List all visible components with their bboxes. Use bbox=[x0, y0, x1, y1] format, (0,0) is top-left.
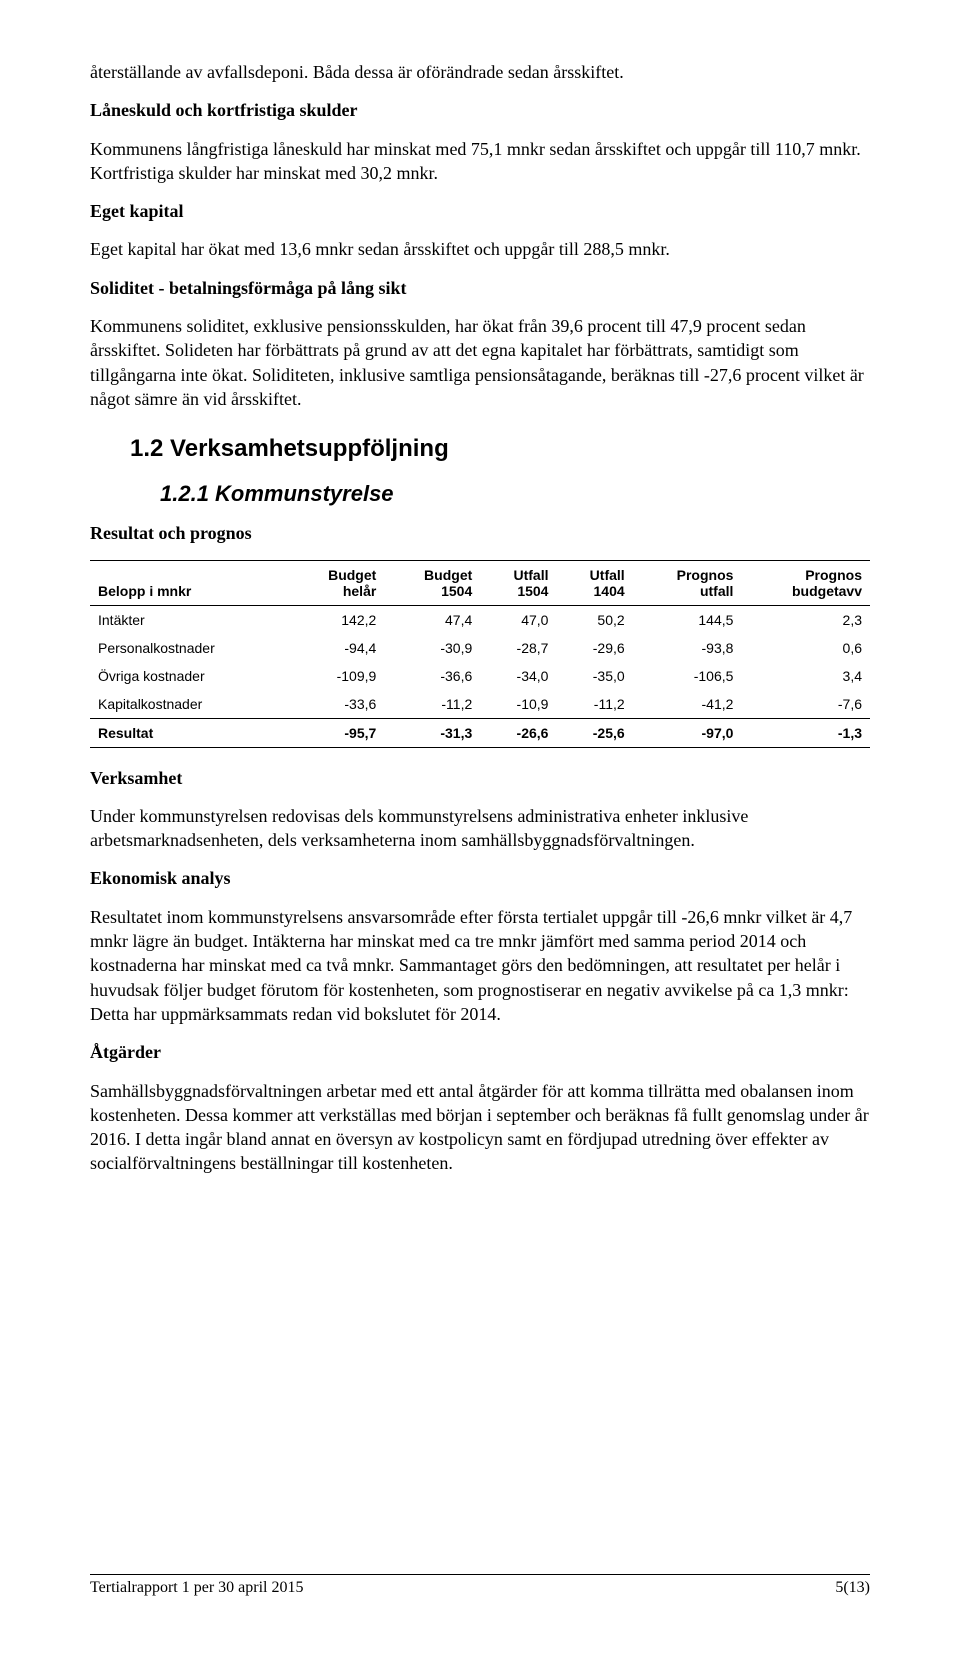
table-cell: Intäkter bbox=[90, 605, 288, 634]
table-cell: 2,3 bbox=[741, 605, 870, 634]
heading-soliditet: Soliditet - betalningsförmåga på lång si… bbox=[90, 276, 870, 300]
section-1-2: 1.2 Verksamhetsuppföljning bbox=[130, 435, 870, 463]
table-header-cell: Belopp i mnkr bbox=[90, 560, 288, 605]
table-cell: -7,6 bbox=[741, 690, 870, 719]
table-row: Resultat-95,7-31,3-26,6-25,6-97,0-1,3 bbox=[90, 718, 870, 747]
table-cell: -106,5 bbox=[633, 662, 742, 690]
table-cell: -93,8 bbox=[633, 634, 742, 662]
heading-resultat-prognos: Resultat och prognos bbox=[90, 521, 870, 545]
table-cell: -97,0 bbox=[633, 718, 742, 747]
table-cell: -35,0 bbox=[556, 662, 632, 690]
page: återställande av avfallsdeponi. Båda des… bbox=[0, 0, 960, 1657]
table-cell: -25,6 bbox=[556, 718, 632, 747]
paragraph: Eget kapital har ökat med 13,6 mnkr seda… bbox=[90, 237, 870, 261]
paragraph: Under kommunstyrelsen redovisas dels kom… bbox=[90, 804, 870, 853]
table-header-cell: Budgethelår bbox=[288, 560, 384, 605]
table-cell: -95,7 bbox=[288, 718, 384, 747]
table-cell: Personalkostnader bbox=[90, 634, 288, 662]
heading-ekonomisk-analys: Ekonomisk analys bbox=[90, 866, 870, 890]
footer-page-number: 5(13) bbox=[835, 1579, 870, 1597]
table-cell: -28,7 bbox=[480, 634, 556, 662]
table-row: Personalkostnader-94,4-30,9-28,7-29,6-93… bbox=[90, 634, 870, 662]
table-header-cell: Budget1504 bbox=[384, 560, 480, 605]
table-cell: Kapitalkostnader bbox=[90, 690, 288, 719]
table-head: Belopp i mnkrBudgethelårBudget1504Utfall… bbox=[90, 560, 870, 605]
table-cell: -30,9 bbox=[384, 634, 480, 662]
table-cell: -41,2 bbox=[633, 690, 742, 719]
table-header-cell: Utfall1504 bbox=[480, 560, 556, 605]
paragraph: Samhällsbyggnadsförvaltningen arbetar me… bbox=[90, 1079, 870, 1176]
table-cell: -31,3 bbox=[384, 718, 480, 747]
heading-atgarder: Åtgärder bbox=[90, 1040, 870, 1064]
paragraph: Kommunens långfristiga låneskuld har min… bbox=[90, 137, 870, 186]
table-cell: -36,6 bbox=[384, 662, 480, 690]
table-cell: 144,5 bbox=[633, 605, 742, 634]
table-cell: 0,6 bbox=[741, 634, 870, 662]
table-cell: 47,4 bbox=[384, 605, 480, 634]
table-row: Övriga kostnader-109,9-36,6-34,0-35,0-10… bbox=[90, 662, 870, 690]
table-cell: -11,2 bbox=[384, 690, 480, 719]
table-cell: -94,4 bbox=[288, 634, 384, 662]
page-footer: Tertialrapport 1 per 30 april 2015 5(13) bbox=[90, 1574, 870, 1597]
table-resultat: Belopp i mnkrBudgethelårBudget1504Utfall… bbox=[90, 560, 870, 748]
table-cell: Övriga kostnader bbox=[90, 662, 288, 690]
table-cell: -109,9 bbox=[288, 662, 384, 690]
table-cell: 47,0 bbox=[480, 605, 556, 634]
paragraph: återställande av avfallsdeponi. Båda des… bbox=[90, 60, 870, 84]
table-cell: 142,2 bbox=[288, 605, 384, 634]
table-row: Kapitalkostnader-33,6-11,2-10,9-11,2-41,… bbox=[90, 690, 870, 719]
table-header-cell: Prognosutfall bbox=[633, 560, 742, 605]
paragraph: Kommunens soliditet, exklusive pensionss… bbox=[90, 314, 870, 411]
table-cell: -33,6 bbox=[288, 690, 384, 719]
table-cell: -11,2 bbox=[556, 690, 632, 719]
table-cell: -29,6 bbox=[556, 634, 632, 662]
table-header-cell: Prognosbudgetavv bbox=[741, 560, 870, 605]
paragraph: Resultatet inom kommunstyrelsens ansvars… bbox=[90, 905, 870, 1026]
table-cell: -10,9 bbox=[480, 690, 556, 719]
table-cell: -34,0 bbox=[480, 662, 556, 690]
table-cell: -26,6 bbox=[480, 718, 556, 747]
table-body: Intäkter142,247,447,050,2144,52,3Persona… bbox=[90, 605, 870, 747]
table-cell: Resultat bbox=[90, 718, 288, 747]
table-cell: -1,3 bbox=[741, 718, 870, 747]
table-cell: 3,4 bbox=[741, 662, 870, 690]
heading-eget-kapital: Eget kapital bbox=[90, 199, 870, 223]
table-header-cell: Utfall1404 bbox=[556, 560, 632, 605]
heading-laneskuld: Låneskuld och kortfristiga skulder bbox=[90, 98, 870, 122]
data-table: Belopp i mnkrBudgethelårBudget1504Utfall… bbox=[90, 560, 870, 748]
table-cell: 50,2 bbox=[556, 605, 632, 634]
section-1-2-1: 1.2.1 Kommunstyrelse bbox=[160, 481, 870, 507]
table-row: Intäkter142,247,447,050,2144,52,3 bbox=[90, 605, 870, 634]
footer-title: Tertialrapport 1 per 30 april 2015 bbox=[90, 1579, 303, 1597]
heading-verksamhet: Verksamhet bbox=[90, 766, 870, 790]
